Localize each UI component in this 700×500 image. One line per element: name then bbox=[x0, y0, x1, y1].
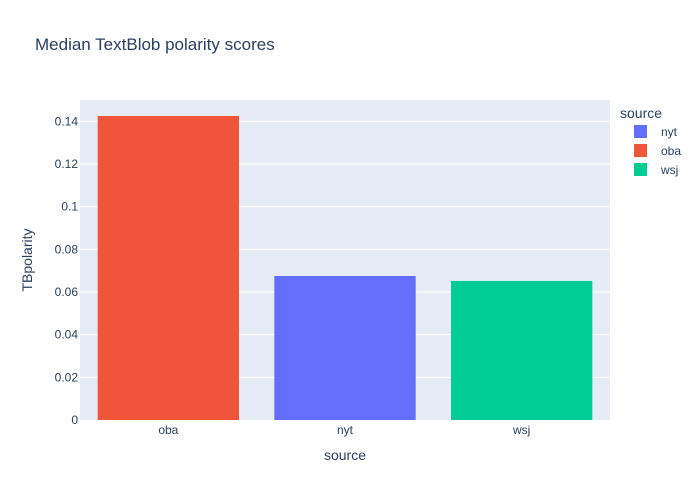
y-tick-label: 0.06 bbox=[55, 285, 79, 299]
y-tick-label: 0.1 bbox=[61, 200, 78, 214]
y-tick-label: 0.04 bbox=[55, 328, 79, 342]
y-tick-label: 0.02 bbox=[55, 370, 79, 384]
x-tick-labels: oba nyt wsj bbox=[158, 423, 530, 437]
legend: source nyt oba wsj bbox=[620, 105, 681, 177]
y-axis-title: TBpolarity bbox=[19, 228, 35, 291]
legend-item-wsj[interactable]: wsj bbox=[660, 163, 678, 177]
x-tick-label: oba bbox=[158, 423, 178, 437]
y-tick-label: 0.12 bbox=[55, 157, 79, 171]
x-tick-label: wsj bbox=[512, 423, 530, 437]
x-axis-title: source bbox=[324, 447, 366, 463]
legend-swatch-nyt[interactable] bbox=[634, 125, 647, 138]
legend-swatch-oba[interactable] bbox=[634, 144, 647, 157]
legend-title: source bbox=[620, 105, 662, 121]
legend-item-nyt[interactable]: nyt bbox=[661, 125, 678, 139]
x-tick-label: nyt bbox=[337, 423, 354, 437]
bar-oba[interactable] bbox=[97, 116, 240, 420]
bar-wsj[interactable] bbox=[451, 280, 593, 420]
bar-nyt[interactable] bbox=[274, 276, 416, 420]
y-tick-label: 0 bbox=[71, 413, 78, 427]
y-tick-labels: 0 0.02 0.04 0.06 0.08 0.1 0.12 0.14 bbox=[55, 114, 79, 427]
y-tick-label: 0.14 bbox=[55, 114, 79, 128]
legend-swatch-wsj[interactable] bbox=[634, 163, 647, 176]
bars bbox=[97, 116, 593, 420]
y-tick-label: 0.08 bbox=[55, 242, 79, 256]
chart-title: Median TextBlob polarity scores bbox=[35, 35, 275, 54]
legend-item-oba[interactable]: oba bbox=[661, 144, 681, 158]
